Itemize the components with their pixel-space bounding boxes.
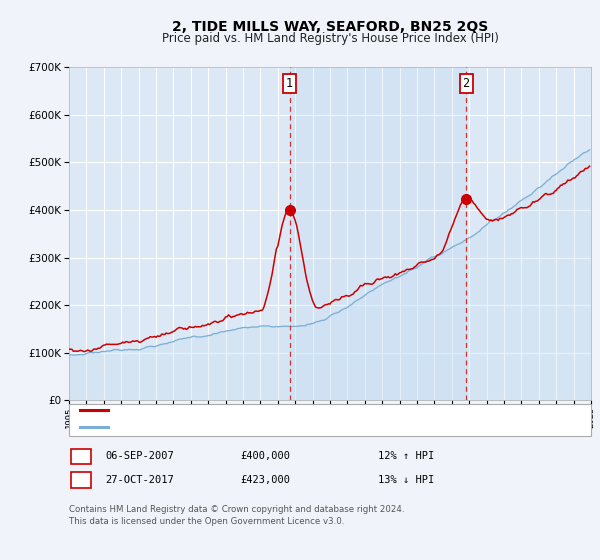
Text: HPI: Average price, detached house, Lewes: HPI: Average price, detached house, Lewe… [114,422,360,432]
Text: 2: 2 [463,77,470,90]
Text: 12% ↑ HPI: 12% ↑ HPI [378,451,434,461]
Text: 27-OCT-2017: 27-OCT-2017 [105,475,174,485]
Text: Contains HM Land Registry data © Crown copyright and database right 2024.
This d: Contains HM Land Registry data © Crown c… [69,505,404,526]
Bar [290,67,466,400]
Text: 1: 1 [286,77,293,90]
Text: 1: 1 [78,451,84,461]
Text: 2: 2 [78,475,84,485]
Text: £400,000: £400,000 [240,451,290,461]
Text: 06-SEP-2007: 06-SEP-2007 [105,451,174,461]
Text: 13% ↓ HPI: 13% ↓ HPI [378,475,434,485]
Text: 2, TIDE MILLS WAY, SEAFORD, BN25 2QS (detached house): 2, TIDE MILLS WAY, SEAFORD, BN25 2QS (de… [114,405,432,415]
Text: £423,000: £423,000 [240,475,290,485]
Text: Price paid vs. HM Land Registry's House Price Index (HPI): Price paid vs. HM Land Registry's House … [161,32,499,45]
Text: 2, TIDE MILLS WAY, SEAFORD, BN25 2QS: 2, TIDE MILLS WAY, SEAFORD, BN25 2QS [172,20,488,34]
